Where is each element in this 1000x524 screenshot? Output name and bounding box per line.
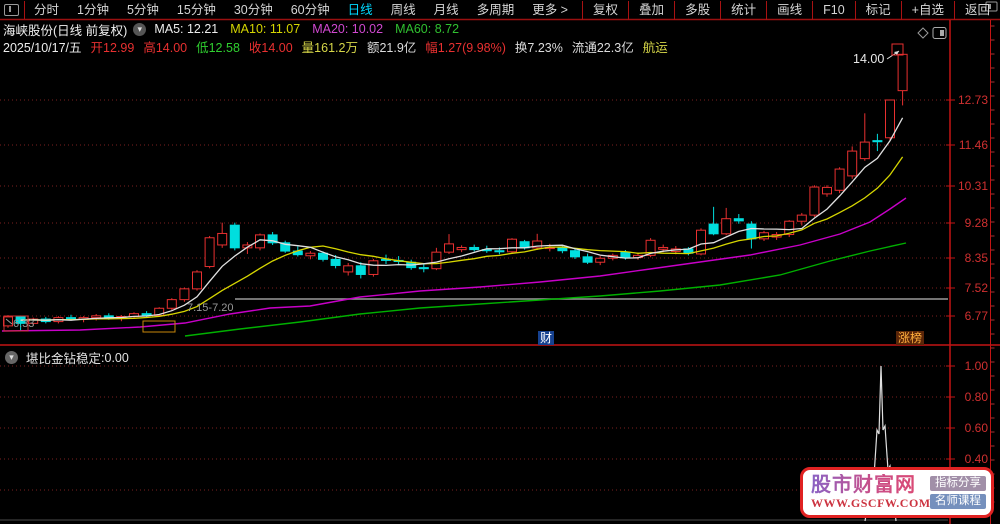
svg-text:0.80: 0.80 xyxy=(965,390,989,404)
tab-weekly[interactable]: 周线 xyxy=(390,3,416,17)
window-split-icon xyxy=(932,27,947,39)
tab-fenshi[interactable]: 分时 xyxy=(34,3,60,17)
watermark-text: 股市财富网 WWW.GSCFW.COM xyxy=(811,474,930,511)
tab-multi-period[interactable]: 多周期 xyxy=(476,3,515,17)
tab-m1[interactable]: 1分钟 xyxy=(77,3,109,17)
ma-label-2: MA20: 10.02 xyxy=(312,22,384,36)
svg-text:12.73: 12.73 xyxy=(958,93,988,107)
watermark-badge-indicators: 指标分享 xyxy=(930,476,986,491)
watermark-badges: 指标分享 名师课程 xyxy=(930,476,986,509)
menu-f10[interactable]: F10 xyxy=(812,0,855,20)
event-badge-gainers[interactable]: 涨榜 xyxy=(896,331,925,345)
ma-label-1: MA10: 11.07 xyxy=(230,22,301,36)
menu-mark[interactable]: 标记 xyxy=(854,0,901,20)
watermark-badge-courses: 名师课程 xyxy=(930,494,986,509)
tab-daily[interactable]: 日线 xyxy=(347,3,373,17)
svg-text:7.52: 7.52 xyxy=(965,281,989,295)
tab-m30[interactable]: 30分钟 xyxy=(233,3,273,17)
tab-m5[interactable]: 5分钟 xyxy=(126,3,159,17)
menu-multi-stock[interactable]: 多股 xyxy=(674,0,720,20)
info-high: 高14.00 xyxy=(143,40,188,55)
info-change: 幅1.27(9.98%) xyxy=(425,40,506,55)
ma-legend: MA5: 12.21 MA10: 11.07 MA20: 10.02 MA60: 8.… xyxy=(154,22,471,36)
indicator-chevron-down-icon[interactable]: ▾ xyxy=(5,351,18,364)
indicator-header: ▾ 堪比金钻稳定 : 0.00 xyxy=(5,348,129,367)
menu-fuquan[interactable]: 复权 xyxy=(582,0,628,20)
menu-add-fav[interactable]: +自选 xyxy=(900,0,954,20)
info-turnover: 换7.23% xyxy=(514,40,563,55)
indicator-name: 堪比金钻稳定 xyxy=(26,352,102,366)
menu-stats[interactable]: 统计 xyxy=(720,0,766,20)
stock-title: 海峡股份(日线 前复权) xyxy=(3,23,128,38)
svg-text:7.15-7.20: 7.15-7.20 xyxy=(187,302,233,314)
svg-text:0.60: 0.60 xyxy=(965,421,989,435)
svg-text:8.35: 8.35 xyxy=(965,251,989,265)
ma-label-3: MA60: 8.72 xyxy=(395,22,460,36)
svg-text:0.40: 0.40 xyxy=(965,452,989,466)
toolbar-menu: 复权 叠加 多股 统计 画线 F10 标记 +自选 返回 xyxy=(582,0,1000,20)
ma-label-0: MA5: 12.21 xyxy=(154,22,219,36)
period-tabbar: 分时 1分钟 5分钟 15分钟 30分钟 60分钟 日线 周线 月线 多周期 更多 > 复权 叠加 多股… xyxy=(0,0,1000,20)
period-tabs: 分时 1分钟 5分钟 15分钟 30分钟 60分钟 日线 周线 月线 多周期 更多 > xyxy=(25,0,577,20)
info-amount: 额21.9亿 xyxy=(366,40,417,55)
info-float: 流通22.3亿 xyxy=(571,40,634,55)
tab-more[interactable]: 更多 > xyxy=(532,3,568,17)
watermark-url: WWW.GSCFW.COM xyxy=(811,496,931,510)
tab-m15[interactable]: 15分钟 xyxy=(176,3,216,17)
info-open: 开12.99 xyxy=(90,40,135,55)
tab-monthly[interactable]: 月线 xyxy=(433,3,459,17)
info-low: 低12.58 xyxy=(196,40,240,55)
menu-overlay[interactable]: 叠加 xyxy=(628,0,674,20)
svg-text:6.33: 6.33 xyxy=(13,318,34,330)
svg-text:1.00: 1.00 xyxy=(965,359,989,373)
info-volume: 量161.2万 xyxy=(301,40,358,55)
indicator-value: 0.00 xyxy=(104,350,129,365)
event-badge-finance[interactable]: 财 xyxy=(538,331,555,345)
tabbar-divider xyxy=(24,1,25,19)
svg-text:6.77: 6.77 xyxy=(965,309,989,323)
chevron-down-icon[interactable]: ▾ xyxy=(133,22,147,36)
pane-layout-icon[interactable] xyxy=(4,4,19,16)
info-date: 2025/10/17/五 xyxy=(3,40,82,55)
watermark-title: 股市财富网 xyxy=(811,474,930,496)
ohlc-info-row: 2025/10/17/五 开12.99 高14.00 低12.58 收14.00 量161… xyxy=(3,38,677,55)
svg-text:10.31: 10.31 xyxy=(958,179,988,193)
svg-text:11.46: 11.46 xyxy=(959,138,988,152)
indicator-separator: : xyxy=(101,350,105,365)
menu-drawline[interactable]: 画线 xyxy=(766,0,812,20)
info-close: 收14.00 xyxy=(248,40,293,55)
svg-text:9.28: 9.28 xyxy=(965,216,989,230)
stock-title-row: 海峡股份(日线 前复权) ▾ MA5: 12.21 MA10: 11.07 MA20… xyxy=(3,21,471,38)
watermark-box: 股市财富网 WWW.GSCFW.COM 指标分享 名师课程 xyxy=(800,467,994,518)
tab-m60[interactable]: 60分钟 xyxy=(290,3,330,17)
svg-text:14.00: 14.00 xyxy=(853,52,884,66)
menu-back[interactable]: 返回 xyxy=(953,0,1000,20)
info-sector: 航运 xyxy=(642,40,668,55)
